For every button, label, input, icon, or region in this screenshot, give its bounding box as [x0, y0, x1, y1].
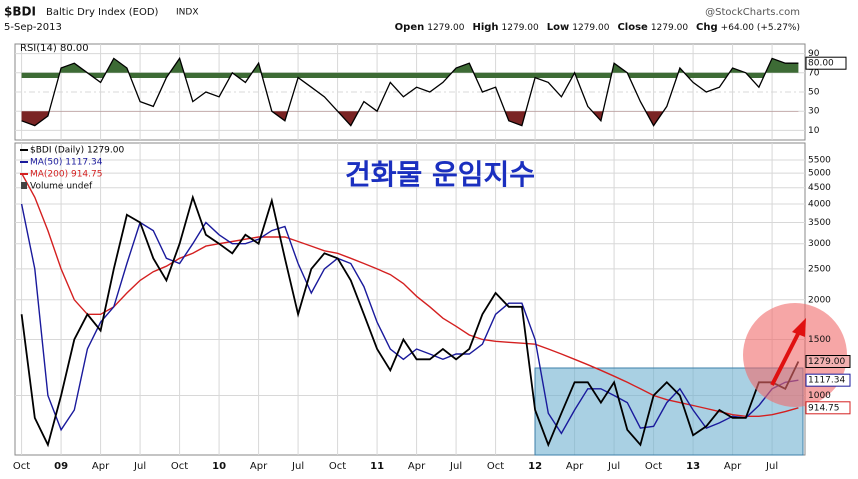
quote-value: +64.00 (+5.27%) [721, 23, 800, 33]
x-tick-label: Apr [724, 461, 742, 472]
x-tick-label: Apr [250, 461, 268, 472]
symbol: $BDI [4, 5, 36, 19]
x-tick-label: 11 [370, 461, 384, 472]
quote-value: 1279.00 [427, 23, 464, 33]
y-tick-label: 2000 [808, 295, 831, 305]
rsi-tick-label: 50 [808, 88, 820, 98]
y-tick-label: 1500 [808, 335, 831, 345]
quote-label: High [472, 22, 498, 33]
y-tick-label: 4000 [808, 200, 831, 210]
value-label: 914.75 [808, 403, 840, 413]
x-tick-label: 10 [212, 461, 226, 472]
quote-label: Chg [696, 22, 718, 33]
description: Baltic Dry Index (EOD) [46, 7, 159, 18]
rsi-line [21, 56, 799, 127]
value-box [805, 373, 851, 387]
series-line [20, 203, 799, 435]
quote: Open 1279.00 High 1279.00 Low 1279.00 Close 127… [395, 22, 800, 33]
rsi-value-box [805, 56, 847, 70]
quote-value: 1279.00 [502, 23, 539, 33]
legend-volume: Volume undef [30, 182, 93, 192]
x-tick-label: Oct [645, 461, 662, 472]
arrow-shaft [770, 329, 802, 386]
source: @StockCharts.com [705, 7, 800, 18]
series-line [20, 194, 800, 448]
value-box [805, 401, 851, 415]
quote-label: Low [547, 22, 569, 33]
x-tick-label: Jul [291, 461, 304, 472]
x-tick-label: Oct [13, 461, 30, 472]
quote-label: Open [395, 22, 425, 33]
highlight-circle [743, 303, 847, 407]
x-tick-label: Jul [449, 461, 462, 472]
y-tick-label: 3500 [808, 218, 831, 228]
value-box [805, 355, 851, 369]
exchange: INDX [176, 8, 198, 18]
x-tick-label: Oct [329, 461, 346, 472]
y-tick-label: 1000 [808, 391, 831, 401]
x-tick-label: Apr [92, 461, 110, 472]
y-tick-label: 4500 [808, 183, 831, 193]
rsi-tick-label: 90 [808, 49, 820, 59]
x-tick-label: Jul [607, 461, 620, 472]
rsi-tick-label: 30 [808, 107, 820, 117]
x-tick-label: 12 [528, 461, 542, 472]
plot [20, 56, 800, 448]
x-tick-label: Apr [566, 461, 584, 472]
x-tick-label: 09 [54, 461, 68, 472]
x-tick-label: Oct [171, 461, 188, 472]
legend-label: $BDI (Daily) 1279.00 [30, 146, 124, 156]
y-tick-label: 5000 [808, 169, 831, 179]
arrow-head [792, 318, 806, 337]
x-tick-label: Apr [408, 461, 426, 472]
quote-value: 1279.00 [651, 23, 688, 33]
rsi-tick-label: 10 [808, 126, 820, 136]
x-tick-label: Jul [765, 461, 778, 472]
y-tick-label: 5500 [808, 156, 831, 166]
grid [15, 44, 805, 455]
annotation-title: 건화물 운임지수 [345, 158, 535, 191]
rsi-overbought-fill [21, 58, 799, 78]
rsi-tick-label: 70 [808, 68, 820, 78]
value-label: 1117.34 [808, 376, 845, 386]
rsi-value-label: 80.00 [808, 59, 834, 69]
y-tick-label: 2500 [808, 264, 831, 274]
legend-label: MA(50) 1117.34 [30, 158, 103, 168]
y-tick-label: 3000 [808, 239, 831, 249]
x-tick-label: Oct [487, 461, 504, 472]
quote-value: 1279.00 [572, 23, 609, 33]
legend-label: MA(200) 914.75 [30, 170, 102, 180]
rsi-label: RSI(14) 80.00 [20, 43, 89, 54]
quote-label: Close [617, 22, 648, 33]
date: 5-Sep-2013 [4, 22, 62, 33]
legend-volume-swatch [21, 182, 27, 189]
value-label: 1279.00 [808, 357, 845, 367]
x-tick-label: 13 [686, 461, 700, 472]
x-tick-label: Jul [133, 461, 146, 472]
